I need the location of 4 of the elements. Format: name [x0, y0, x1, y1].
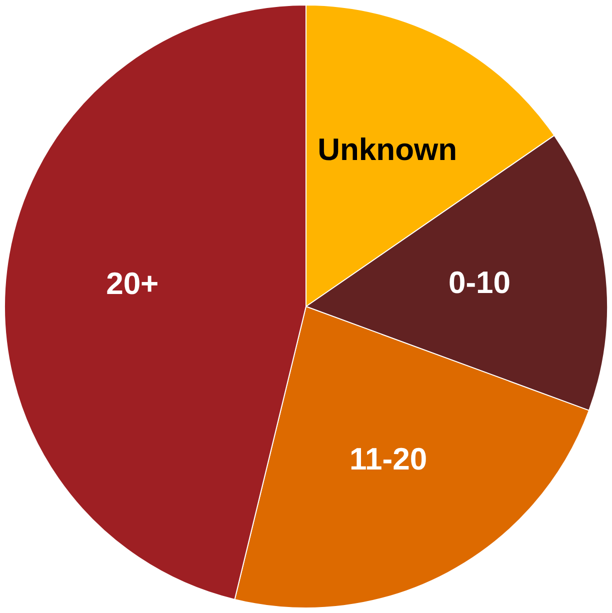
slice-label: 11-20: [350, 441, 428, 476]
slice-label: 20+: [106, 266, 159, 302]
slice-label: 0-10: [448, 265, 511, 300]
slice-label: Unknown: [318, 132, 458, 168]
